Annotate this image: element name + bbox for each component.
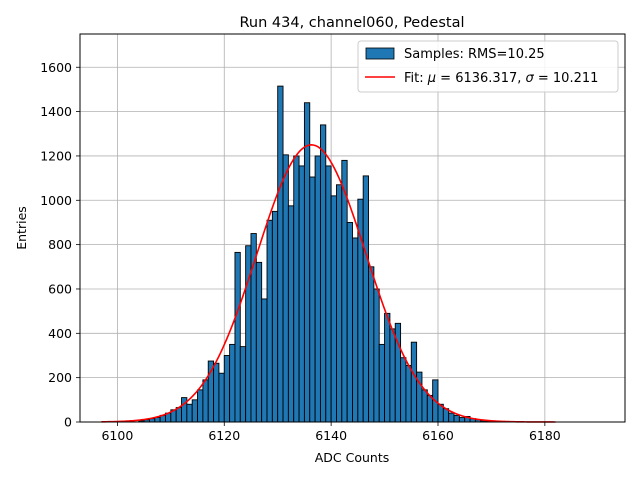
histogram-bar: [405, 365, 412, 423]
histogram-bar: [266, 219, 273, 423]
histogram-bar: [400, 357, 407, 423]
histogram-bar: [346, 222, 353, 423]
legend: Samples: RMS=10.25 Fit: μ = 6136.317, σ …: [357, 40, 619, 93]
histogram-bar: [458, 417, 466, 423]
histogram-bar: [309, 176, 316, 423]
axis-ticks: 6100 6120 6140 6160 6180 0 200 400 600 800 1000 120…: [40, 60, 561, 443]
x-tick-label: 6160: [422, 428, 454, 443]
legend-box: [357, 40, 619, 93]
histogram-bar: [325, 165, 332, 423]
y-tick-label: 600: [48, 281, 72, 296]
histogram-bar: [191, 399, 198, 423]
histogram-bar: [186, 403, 193, 423]
histogram-bar: [421, 389, 428, 423]
histogram-bar: [303, 102, 311, 423]
y-tick-label: 200: [48, 370, 72, 385]
histogram-bar: [373, 288, 380, 423]
histogram-bar: [410, 341, 418, 423]
y-tick-label: 1600: [40, 60, 72, 75]
legend-fit-sigma-symbol: σ: [526, 71, 535, 86]
histogram-bar: [218, 372, 225, 423]
histogram-bar: [154, 417, 161, 423]
histogram-bar: [453, 414, 460, 423]
histogram-bar: [255, 261, 263, 423]
legend-fit-mu-symbol: μ: [427, 71, 436, 86]
legend-fit-sigma-value: = 10.211: [534, 71, 599, 86]
histogram-bar: [239, 346, 247, 423]
histogram-bar: [234, 251, 241, 423]
histogram-bar: [223, 355, 231, 423]
legend-fit-mu-value: = 6136.317,: [436, 71, 525, 86]
histogram-bar: [378, 343, 386, 423]
histogram-bar: [213, 362, 220, 423]
histogram-bar: [368, 266, 375, 423]
histogram-bars: [138, 85, 498, 423]
histogram-bar: [319, 124, 327, 423]
x-tick-label: 6120: [208, 428, 240, 443]
x-tick-label: 6180: [529, 428, 561, 443]
histogram-bar: [330, 195, 337, 423]
histogram-bar: [389, 328, 396, 423]
fit-curve-layer: [101, 144, 556, 423]
histogram-bar: [298, 165, 305, 423]
histogram-bar: [336, 184, 343, 423]
chart-title: Run 434, channel060, Pedestal: [239, 15, 464, 31]
legend-histogram-swatch: [365, 47, 395, 60]
y-tick-label: 0: [64, 415, 72, 430]
x-tick-label: 6140: [315, 428, 347, 443]
histogram-bar: [314, 155, 321, 423]
legend-fit-prefix: Fit:: [404, 71, 428, 86]
y-axis-label: Entries: [14, 206, 29, 250]
histogram-bar: [175, 407, 182, 423]
histogram-bar: [293, 155, 300, 423]
plot-frame: [79, 33, 626, 423]
histogram-bar: [229, 343, 236, 423]
histogram-bar: [202, 379, 209, 423]
legend-histogram-label: Samples: RMS=10.25: [404, 47, 545, 62]
histogram-bar: [277, 85, 284, 423]
histogram-bar: [352, 237, 359, 423]
y-tick-label: 1200: [40, 148, 72, 163]
histogram-bar: [362, 175, 369, 423]
y-tick-label: 400: [48, 326, 72, 341]
y-tick-label: 1400: [40, 104, 72, 119]
histogram-bar: [261, 298, 268, 423]
histogram-bar: [426, 394, 434, 423]
legend-fit-label: Fit: μ = 6136.317, σ = 10.211: [404, 71, 598, 86]
histogram-bar: [384, 312, 391, 423]
x-axis-label: ADC Counts: [315, 450, 390, 465]
histogram-bar: [282, 154, 289, 423]
histogram-bar: [271, 210, 279, 423]
histogram-bar: [197, 389, 204, 423]
x-tick-label: 6100: [101, 428, 133, 443]
y-tick-label: 800: [48, 237, 72, 252]
fit-curve: [101, 144, 556, 423]
histogram-bar: [448, 412, 455, 423]
y-tick-label: 1000: [40, 193, 72, 208]
histogram-bar: [341, 159, 348, 423]
histogram-bar: [287, 205, 295, 423]
